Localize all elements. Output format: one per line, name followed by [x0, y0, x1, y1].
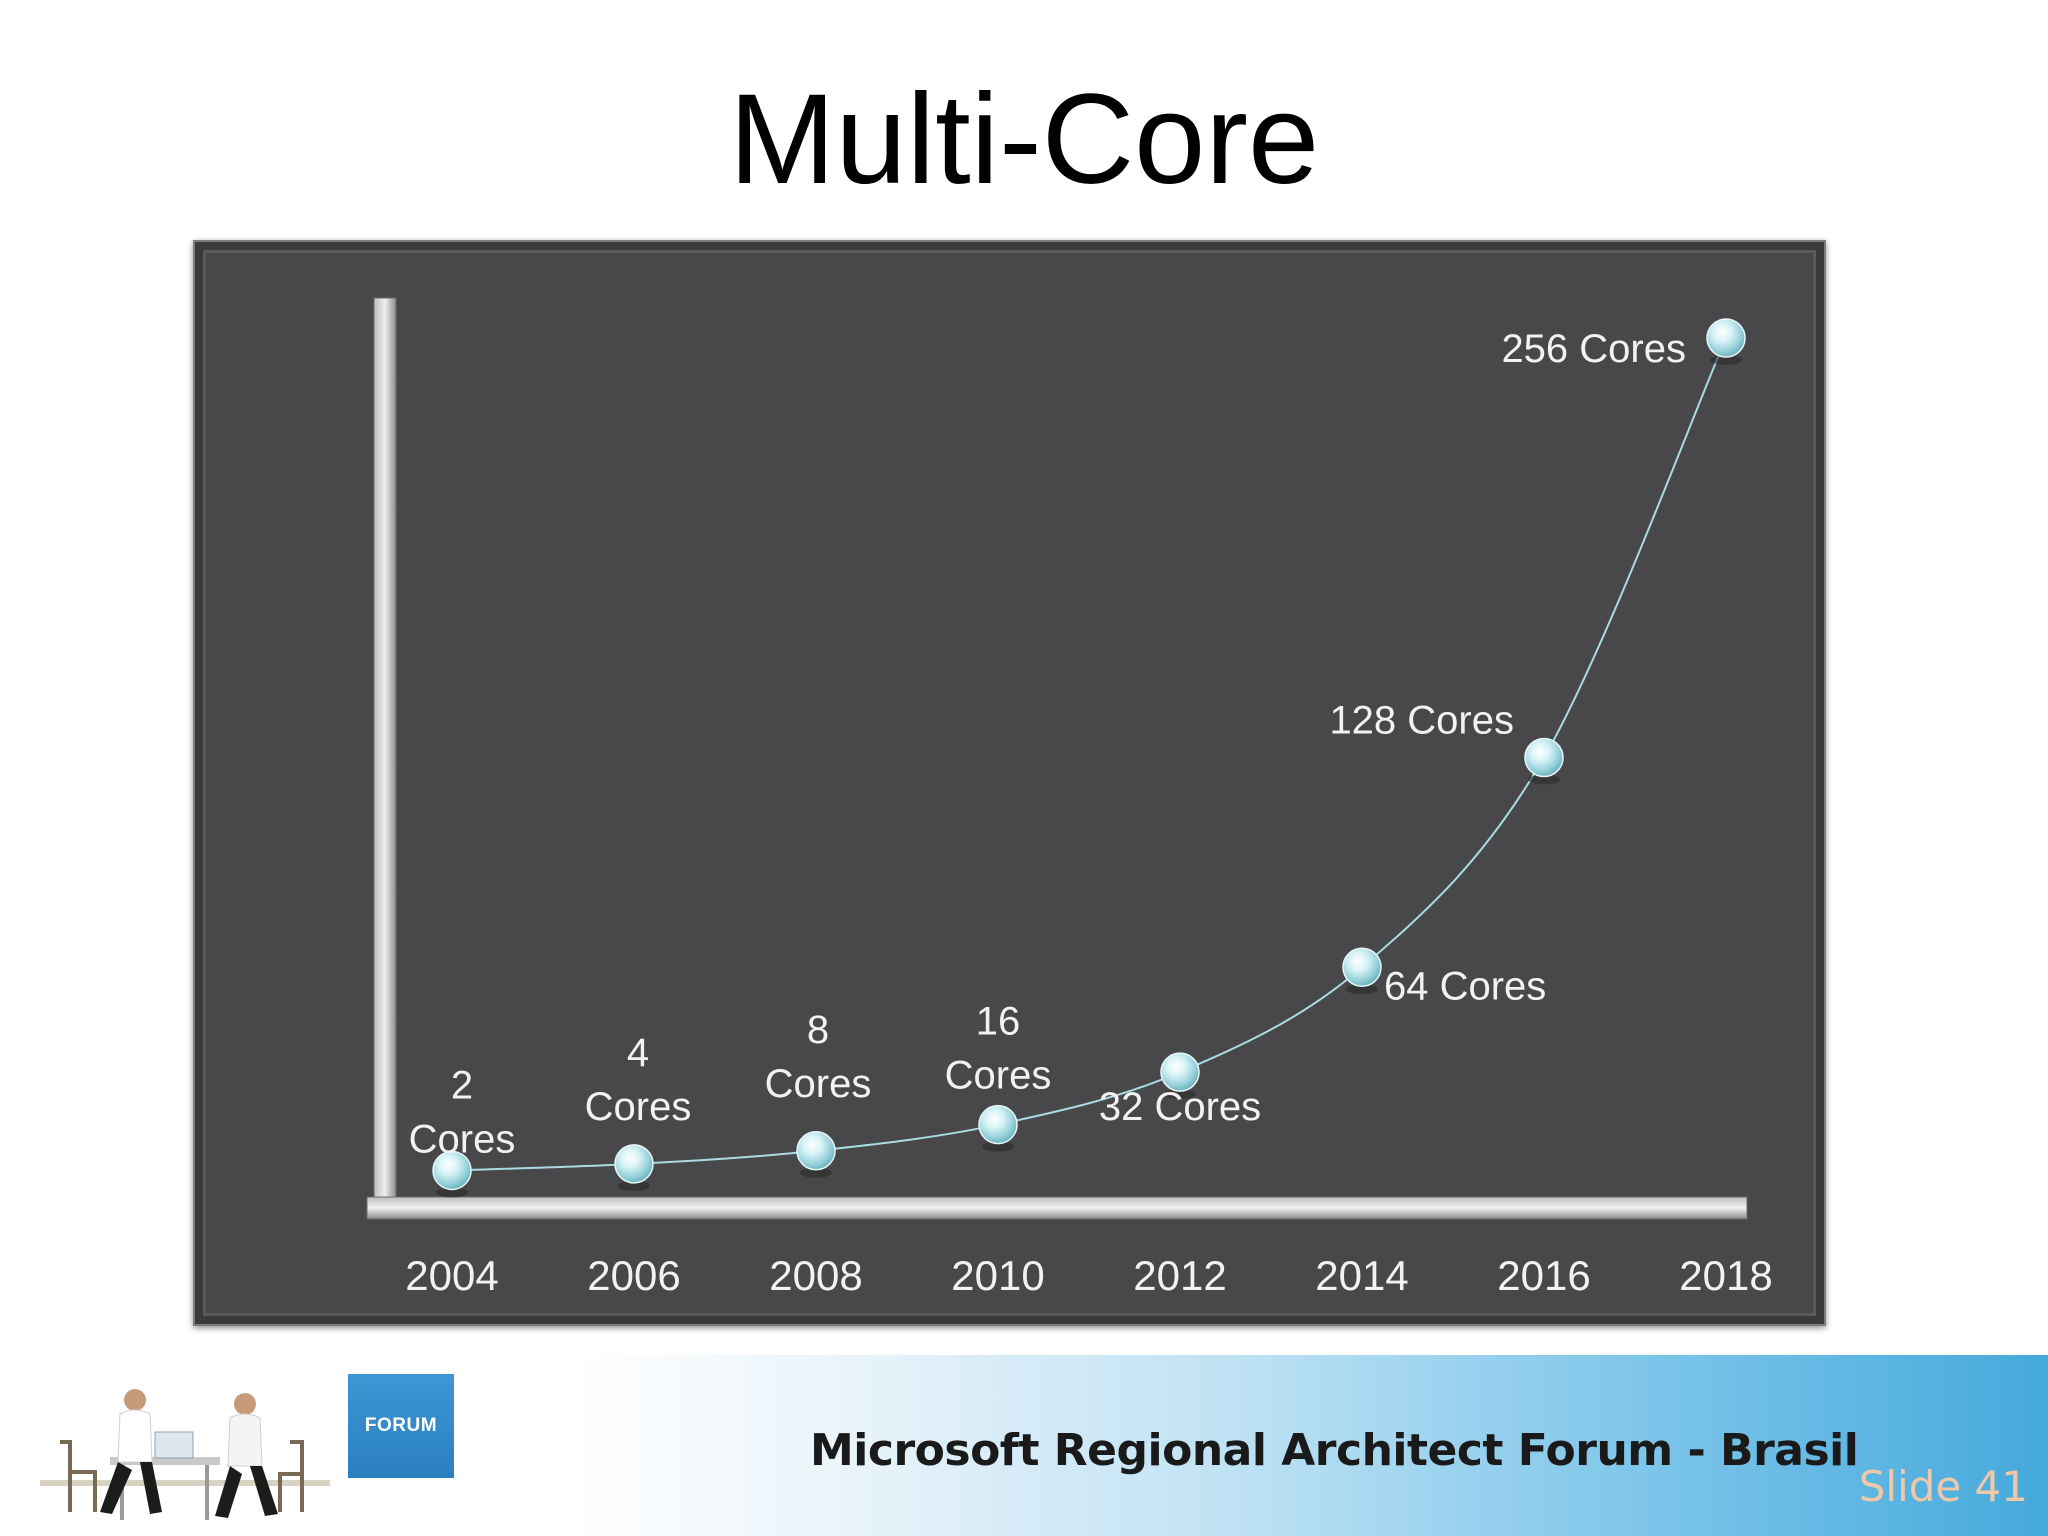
- x-tick-label: 2006: [587, 1252, 680, 1299]
- point-label-2008: Cores: [765, 1062, 872, 1106]
- point-label-2008: 8: [807, 1008, 829, 1052]
- footer-band: [0, 1355, 2048, 1536]
- footer-text: Microsoft Regional Architect Forum - Bra…: [810, 1425, 1859, 1476]
- x-tick-label: 2008: [769, 1252, 862, 1299]
- data-point-2010: [978, 1104, 1018, 1145]
- point-label-2012: 32 Cores: [1099, 1085, 1261, 1129]
- x-tick-label: 2018: [1679, 1252, 1772, 1299]
- point-label-2010: 16: [976, 1000, 1021, 1044]
- data-point-2018: [1706, 318, 1746, 358]
- data-point-shadow: [1346, 984, 1378, 995]
- data-point-2006: [614, 1144, 654, 1184]
- data-point-2012: [1160, 1052, 1200, 1092]
- data-point-shadow: [800, 1167, 832, 1178]
- data-point-2016: [1524, 737, 1564, 778]
- x-tick-label: 2010: [951, 1252, 1044, 1299]
- x-tick-label: 2004: [405, 1252, 498, 1299]
- data-point-2004: [432, 1150, 472, 1191]
- x-tick-label: 2012: [1133, 1252, 1226, 1299]
- point-label-2006: 4: [627, 1031, 649, 1075]
- data-point-2008: [796, 1131, 836, 1171]
- x-axis-bar: [366, 1196, 1748, 1220]
- point-label-2010: Cores: [945, 1054, 1052, 1098]
- slide-number: Slide 41: [1858, 1462, 2028, 1511]
- data-point-shadow: [982, 1141, 1014, 1152]
- meeting-people-photo: [40, 1389, 330, 1520]
- data-point-shadow: [1164, 1089, 1196, 1100]
- data-point-2014: [1342, 947, 1382, 987]
- data-point-shadow: [1710, 355, 1742, 365]
- point-label-2004: Cores: [409, 1117, 516, 1161]
- point-label-2014: 64 Cores: [1384, 964, 1546, 1008]
- point-label-2004: 2: [451, 1063, 473, 1107]
- chart-panel: 2 Cores 4 Cores 8 Cores 16 Cores 32 Cores 64 Core…: [193, 240, 1826, 1326]
- point-label-2018: 256 Cores: [1501, 327, 1686, 371]
- point-label-2006: Cores: [585, 1085, 692, 1129]
- slide-title: Multi-Core: [728, 68, 1320, 211]
- data-point-shadow: [1528, 774, 1560, 785]
- y-axis-bar: [373, 297, 397, 1219]
- multi-core-line-chart: 2 Cores 4 Cores 8 Cores 16 Cores 32 Cores 64 Core…: [366, 297, 1773, 1299]
- x-tick-label: 2014: [1315, 1252, 1408, 1299]
- x-tick-label: 2016: [1497, 1252, 1590, 1299]
- data-point-shadow: [618, 1180, 650, 1191]
- forum-logo: FORUM: [348, 1374, 454, 1478]
- data-point-shadow: [436, 1187, 468, 1198]
- point-label-2016: 128 Cores: [1329, 699, 1514, 743]
